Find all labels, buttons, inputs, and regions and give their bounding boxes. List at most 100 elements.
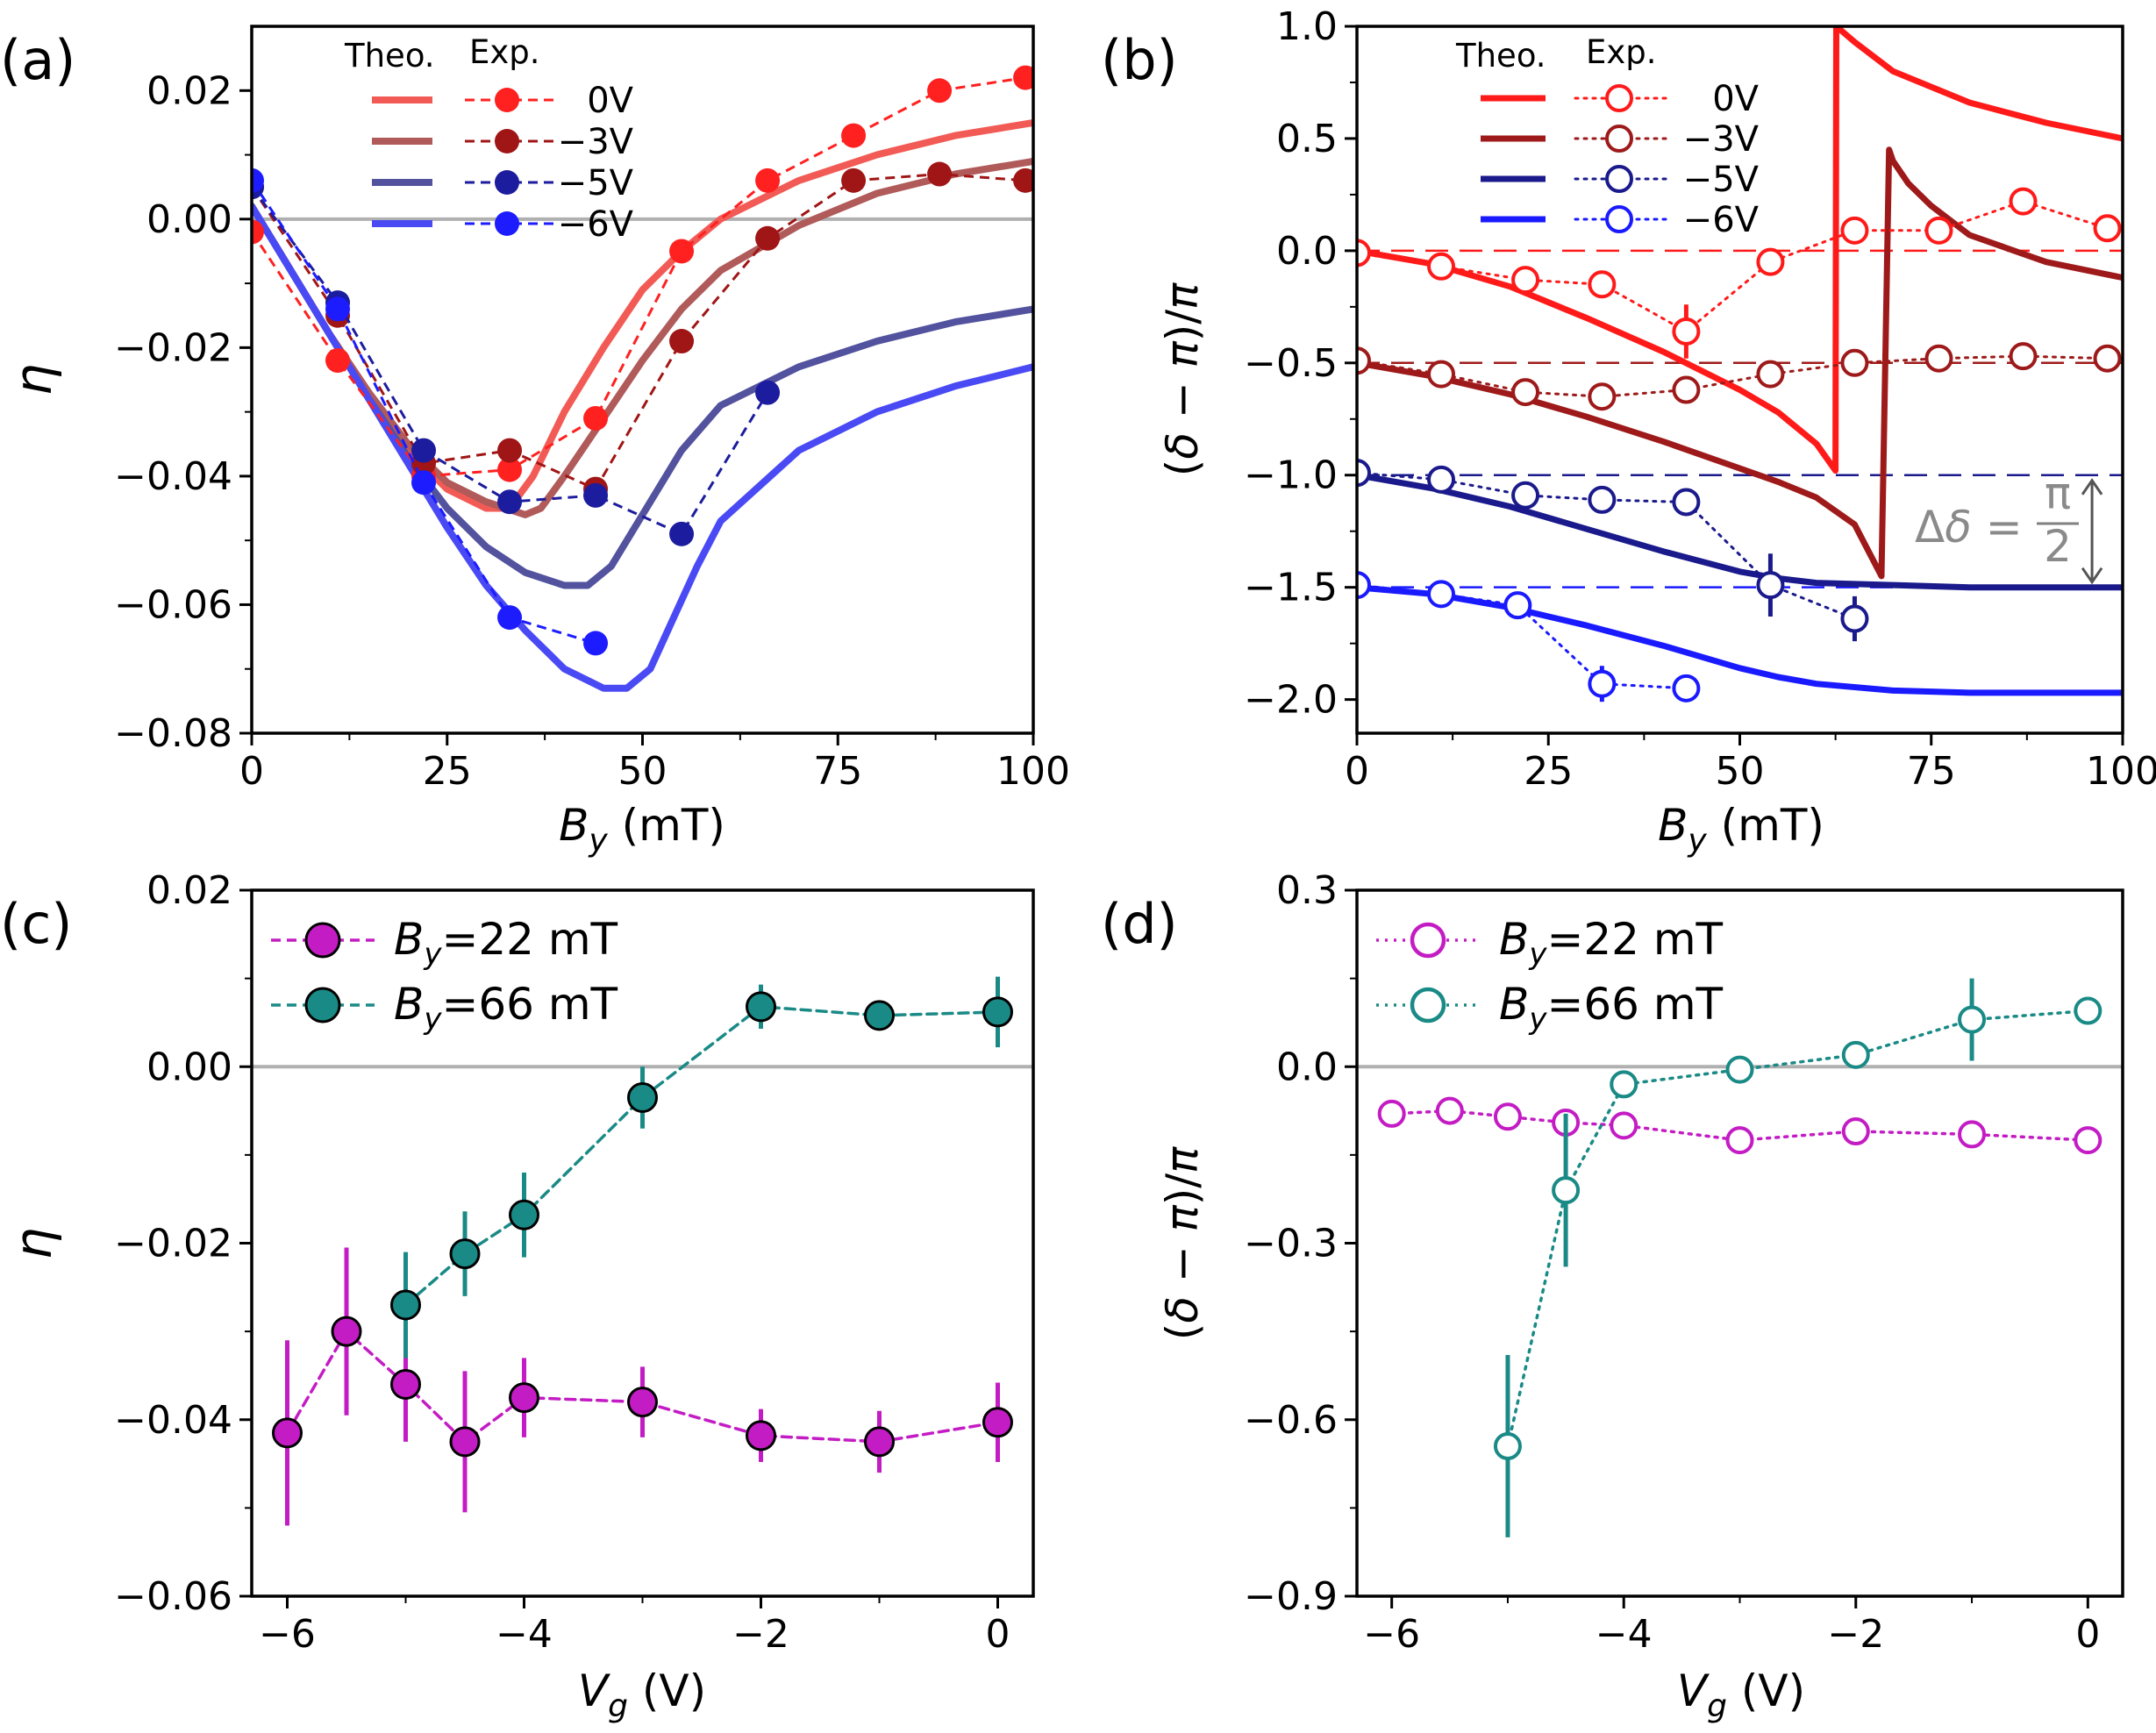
- y-tick-label: −0.3: [1244, 1222, 1338, 1266]
- legend-label: −5V: [558, 163, 634, 203]
- data-point: [390, 1369, 421, 1400]
- theory-line-1: [1357, 146, 2123, 580]
- theory-line-3: [1357, 584, 2123, 696]
- x-tick-label: 75: [1907, 749, 1956, 794]
- legend-label: 0V: [1712, 79, 1759, 119]
- legend: By=22 mT By=66 mT: [271, 914, 618, 1037]
- x-tick-label: −6: [1363, 1612, 1420, 1657]
- y-tick-label: −0.04: [114, 454, 232, 499]
- data-point: [864, 1000, 895, 1031]
- panel-a: 0 25 50 75 100 −0.08 −0.06 −0.04 −0.02 0.00 0.02 Th…: [0, 25, 1070, 859]
- legend-marker: [304, 922, 341, 959]
- data-point: [1725, 1055, 1754, 1084]
- legend-header-exp: Exp.: [469, 33, 540, 71]
- delta-frac-bottom: 2: [2044, 521, 2072, 572]
- y-tick-label: 0.00: [146, 197, 232, 242]
- x-tick-label: 25: [1524, 749, 1573, 794]
- exp-point: [927, 78, 953, 103]
- delta-frac-top: π: [2045, 468, 2071, 519]
- exp-point: [1511, 378, 1540, 407]
- y-tick-label: 0.0: [1276, 1045, 1338, 1089]
- exp-point: [841, 168, 867, 193]
- data-point: [627, 1081, 658, 1113]
- data-point: [746, 991, 776, 1023]
- x-tick-label: 0: [986, 1612, 1010, 1657]
- exp-point: [497, 457, 523, 482]
- exp-point: [1672, 488, 1701, 517]
- legend-marker: [1410, 987, 1446, 1023]
- x-tick-label: −6: [259, 1612, 316, 1657]
- y-tick-label: −0.6: [1244, 1398, 1338, 1443]
- exp-point: [1924, 216, 1953, 245]
- exp-point: [2093, 214, 2122, 243]
- exp-point: [669, 521, 695, 546]
- exp-point: [1357, 459, 1371, 488]
- panel-data: [1377, 978, 2102, 1537]
- y-tick-label: −0.04: [114, 1398, 232, 1443]
- legend-label: By=22 mT: [394, 914, 618, 972]
- panel-a-data: [252, 65, 1033, 692]
- data-point: [2074, 996, 2102, 1025]
- legend-label: −6V: [1683, 200, 1760, 240]
- legend-label: By=66 mT: [1499, 979, 1724, 1037]
- plot-frame: [1355, 25, 2124, 735]
- series-line-0: [1389, 1109, 2090, 1142]
- data-point: [1610, 1070, 1638, 1099]
- y-axis-label: η: [4, 1228, 63, 1260]
- legend-exp-marker: [495, 170, 519, 195]
- exp-point: [325, 296, 351, 322]
- y-tick-label: −2.0: [1244, 678, 1338, 723]
- legend-label: −6V: [558, 204, 634, 245]
- exp-point: [927, 161, 953, 187]
- legend-header-theory: Theo.: [344, 37, 435, 75]
- exp-line-0: [252, 76, 1026, 478]
- x-axis-label: By (mT): [1658, 800, 1824, 859]
- y-axis-label: (δ − π)/π: [1157, 1146, 1208, 1340]
- x-axis-label: Vg (V): [578, 1665, 706, 1724]
- plot-frame: [250, 25, 1035, 735]
- legend-marker: [304, 987, 341, 1023]
- exp-point: [2093, 344, 2122, 373]
- x-axis-label: Vg (V): [1677, 1665, 1805, 1724]
- arrow-head-up: [2081, 478, 2103, 496]
- exp-point: [1013, 65, 1033, 90]
- data-point: [272, 1417, 303, 1449]
- exp-point: [583, 631, 609, 656]
- exp-point: [1427, 360, 1456, 389]
- legend-exp-marker: [1605, 84, 1633, 112]
- data-point: [1610, 1111, 1638, 1140]
- data-point: [331, 1316, 362, 1347]
- delta-annotation: Δδ = π2: [1915, 468, 2103, 585]
- exp-point: [1840, 216, 1869, 245]
- data-point: [1958, 1120, 1987, 1149]
- y-tick-label: 0.00: [146, 1045, 232, 1089]
- exp-point: [1924, 344, 1953, 373]
- arrow-head-down: [2081, 567, 2103, 585]
- legend-label: −3V: [1683, 119, 1760, 160]
- exp-point: [841, 123, 867, 148]
- exp-point: [1427, 580, 1456, 609]
- exp-point: [1357, 571, 1371, 600]
- x-tick-label: −4: [1596, 1612, 1653, 1657]
- y-tick-label: −1.5: [1244, 566, 1338, 610]
- data-point: [390, 1289, 421, 1321]
- legend-exp-marker: [1605, 125, 1633, 153]
- exp-point: [252, 168, 264, 193]
- exp-point: [1357, 346, 1371, 375]
- legend-header-theory: Theo.: [1455, 37, 1546, 75]
- panel-data: [272, 976, 1013, 1526]
- data-point: [449, 1238, 481, 1270]
- legend-label: By=66 mT: [394, 979, 618, 1037]
- exp-point: [1840, 348, 1869, 377]
- exp-point: [2009, 342, 2038, 371]
- x-tick-label: 0: [1345, 749, 1369, 794]
- legend-label: By=22 mT: [1499, 914, 1724, 972]
- panel-d: −6 −4 −2 0 −0.9 −0.6 −0.3 0.0 0.3 By=22 mT By=66 m…: [1101, 868, 2124, 1724]
- theory-line-2: [1357, 472, 2123, 591]
- exp-point: [1511, 266, 1540, 295]
- exp-point: [1840, 604, 1869, 633]
- exp-point: [411, 470, 437, 496]
- x-tick-label: −2: [1827, 1612, 1884, 1657]
- legend-marker: [1410, 922, 1446, 959]
